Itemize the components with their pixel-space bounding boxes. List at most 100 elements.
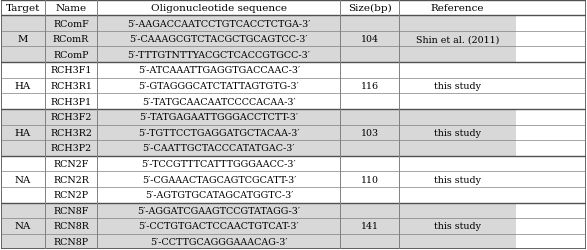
Bar [97, 218, 340, 234]
Bar [97, 94, 340, 110]
Bar [340, 203, 399, 218]
Text: Size(bp): Size(bp) [348, 4, 392, 13]
Bar [97, 140, 340, 156]
Bar [1, 218, 45, 234]
Text: RCN8F: RCN8F [53, 206, 89, 215]
Bar [340, 187, 399, 203]
Text: RCH3F1: RCH3F1 [50, 66, 92, 75]
Bar [97, 125, 340, 140]
Text: 5′-AGTGTGCATAGCATGGTC-3′: 5′-AGTGTGCATAGCATGGTC-3′ [145, 190, 293, 200]
Bar [1, 187, 45, 203]
Bar [1, 234, 45, 249]
Bar [45, 94, 97, 110]
Bar [399, 125, 516, 140]
Bar [340, 94, 399, 110]
Bar [399, 110, 516, 125]
Bar [1, 110, 45, 125]
Text: 5′-AGGATCGAAGTCCGTATAGG-3′: 5′-AGGATCGAAGTCCGTATAGG-3′ [137, 206, 301, 215]
Bar [45, 78, 97, 94]
Bar [340, 234, 399, 249]
Text: HA: HA [15, 82, 31, 91]
Text: 5′-CCTGTGACTCCAACTGTCAT-3′: 5′-CCTGTGACTCCAACTGTCAT-3′ [139, 222, 299, 230]
Bar [97, 32, 340, 47]
Text: NA: NA [15, 222, 31, 230]
Bar [399, 140, 516, 156]
Bar [45, 187, 97, 203]
Bar [340, 16, 399, 32]
Bar [45, 32, 97, 47]
Bar [97, 203, 340, 218]
Bar [97, 16, 340, 32]
Text: RCH3R1: RCH3R1 [50, 82, 92, 91]
Text: this study: this study [434, 175, 481, 184]
Bar [340, 63, 399, 78]
Bar [1, 125, 45, 140]
Text: 5′-CCTTGCAGGGAAACAG-3′: 5′-CCTTGCAGGGAAACAG-3′ [150, 237, 288, 246]
Text: RCN2R: RCN2R [53, 175, 89, 184]
Bar [45, 47, 97, 63]
Text: Name: Name [56, 4, 87, 13]
Bar [97, 110, 340, 125]
Text: 110: 110 [360, 175, 379, 184]
Text: 5′-AAGACCAATCCTGTCACCTCTGA-3′: 5′-AAGACCAATCCTGTCACCTCTGA-3′ [127, 20, 311, 28]
Bar [399, 78, 516, 94]
Bar [1, 203, 45, 218]
Text: RCH3F2: RCH3F2 [50, 113, 92, 122]
Bar [45, 125, 97, 140]
Bar [45, 218, 97, 234]
Bar [340, 32, 399, 47]
Text: Shin et al. (2011): Shin et al. (2011) [416, 35, 499, 44]
Bar [340, 1, 399, 16]
Text: RCH3P1: RCH3P1 [50, 97, 92, 106]
Bar [97, 156, 340, 172]
Text: RCN8R: RCN8R [53, 222, 89, 230]
Text: RCH3P2: RCH3P2 [50, 144, 92, 153]
Text: RCH3R2: RCH3R2 [50, 128, 92, 137]
Bar [399, 172, 516, 187]
Text: this study: this study [434, 82, 481, 91]
Text: 5′-CGAAACTAGCAGTCGCATT-3′: 5′-CGAAACTAGCAGTCGCATT-3′ [141, 175, 296, 184]
Bar [399, 94, 516, 110]
Bar [340, 125, 399, 140]
Bar [340, 140, 399, 156]
Bar [340, 156, 399, 172]
Bar [1, 172, 45, 187]
Text: NA: NA [15, 175, 31, 184]
Text: 103: 103 [360, 128, 379, 137]
Text: 5′-CAAAGCGTCTACGCTGCAGTCC-3′: 5′-CAAAGCGTCTACGCTGCAGTCC-3′ [130, 35, 308, 44]
Text: RComP: RComP [53, 50, 89, 59]
Bar [97, 47, 340, 63]
Bar [97, 234, 340, 249]
Bar [1, 1, 45, 16]
Bar [1, 140, 45, 156]
Bar [45, 110, 97, 125]
Bar [97, 63, 340, 78]
Text: 5′-GTAGGGCATCTATTAGTGTG-3′: 5′-GTAGGGCATCTATTAGTGTG-3′ [139, 82, 299, 91]
Bar [45, 1, 97, 16]
Bar [1, 156, 45, 172]
Text: this study: this study [434, 128, 481, 137]
Bar [45, 140, 97, 156]
Bar [340, 110, 399, 125]
Bar [97, 78, 340, 94]
Text: 5′-TGTTCCTGAGGATGCTACAA-3′: 5′-TGTTCCTGAGGATGCTACAA-3′ [138, 128, 300, 137]
Bar [45, 16, 97, 32]
Text: 5′-TCCGTTTCATTTGGGAACC-3′: 5′-TCCGTTTCATTTGGGAACC-3′ [141, 159, 296, 168]
Bar [97, 187, 340, 203]
Text: 141: 141 [360, 222, 379, 230]
Bar [399, 234, 516, 249]
Bar [1, 32, 45, 47]
Bar [399, 47, 516, 63]
Text: 5′-CAATTGCTACCCATATGAC-3′: 5′-CAATTGCTACCCATATGAC-3′ [143, 144, 295, 153]
Text: Oligonucleotide sequence: Oligonucleotide sequence [151, 4, 287, 13]
Text: 5′-ATCAAATTGAGGTGACCAAC-3′: 5′-ATCAAATTGAGGTGACCAAC-3′ [138, 66, 300, 75]
Text: RComR: RComR [53, 35, 89, 44]
Text: RCN8P: RCN8P [53, 237, 89, 246]
Text: 5′-TTTGTNTTYACGCTCACCGTGCC-3′: 5′-TTTGTNTTYACGCTCACCGTGCC-3′ [127, 50, 311, 59]
Bar [399, 187, 516, 203]
Bar [1, 94, 45, 110]
Bar [97, 1, 340, 16]
Bar [1, 63, 45, 78]
Bar [399, 156, 516, 172]
Text: HA: HA [15, 128, 31, 137]
